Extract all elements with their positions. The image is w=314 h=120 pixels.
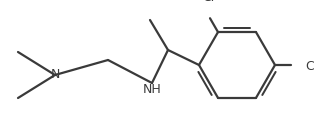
Text: N: N [50, 69, 60, 81]
Text: Cl: Cl [202, 0, 214, 4]
Text: Cl: Cl [305, 60, 314, 73]
Text: NH: NH [143, 83, 161, 96]
